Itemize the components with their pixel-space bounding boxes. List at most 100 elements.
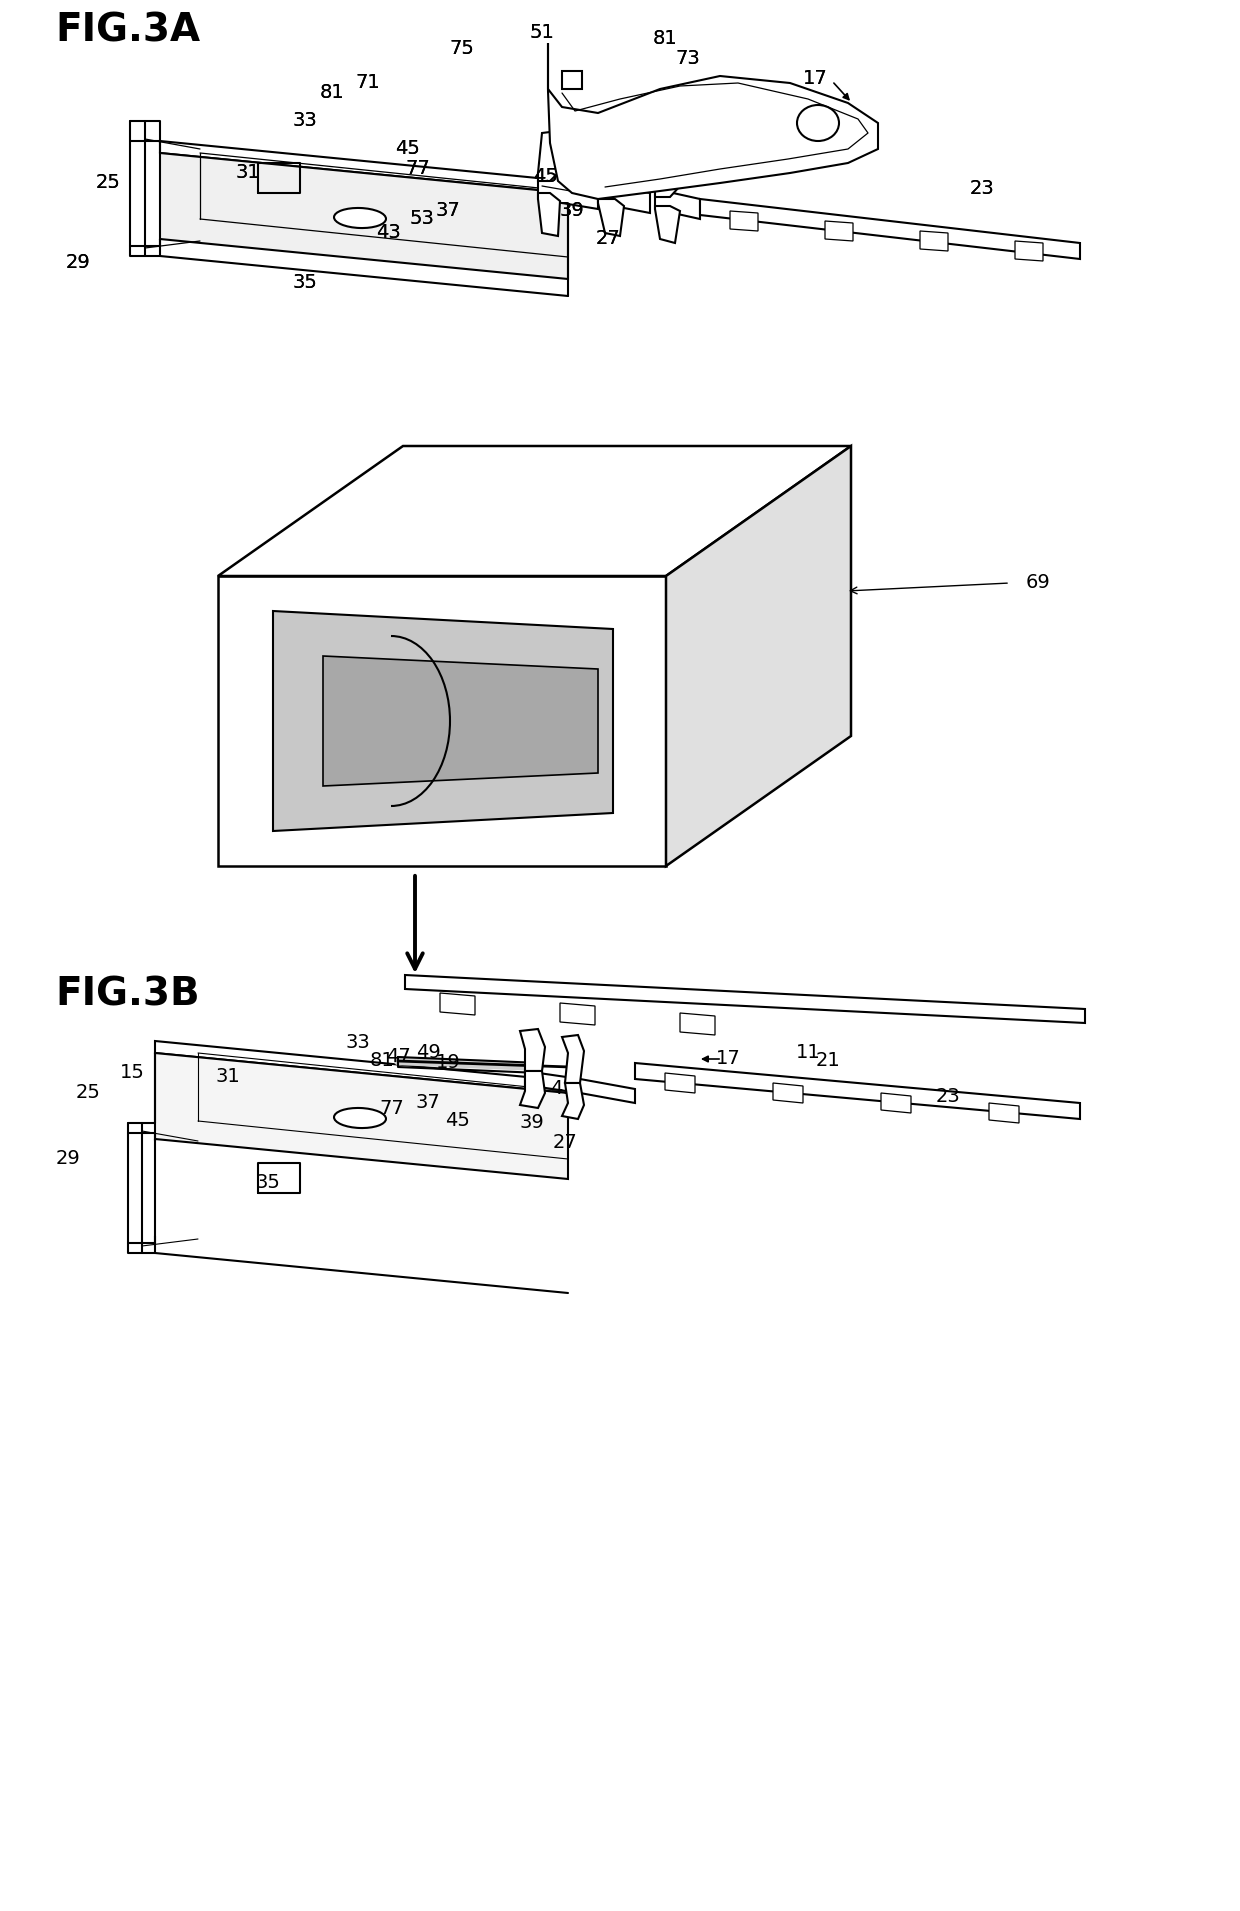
Ellipse shape — [797, 105, 839, 141]
Text: 45: 45 — [396, 140, 420, 159]
Text: 23: 23 — [970, 180, 994, 199]
Polygon shape — [598, 183, 650, 212]
Text: 27: 27 — [553, 1133, 578, 1152]
Text: 43: 43 — [376, 224, 401, 243]
Text: 41: 41 — [593, 159, 618, 178]
Text: 73: 73 — [676, 50, 701, 69]
Polygon shape — [598, 143, 624, 191]
Text: 69: 69 — [1025, 573, 1050, 592]
Text: 25: 25 — [95, 174, 120, 193]
Polygon shape — [440, 994, 475, 1015]
Polygon shape — [730, 210, 758, 231]
Text: 39: 39 — [559, 201, 584, 220]
Text: 21: 21 — [816, 1051, 841, 1070]
Text: 25: 25 — [76, 1084, 100, 1103]
Polygon shape — [635, 1063, 1080, 1120]
Text: 39: 39 — [559, 201, 584, 220]
Text: 77: 77 — [405, 159, 430, 178]
Polygon shape — [548, 44, 878, 199]
Text: 17: 17 — [715, 1049, 740, 1068]
Polygon shape — [405, 975, 1085, 1022]
Text: FIG.3B: FIG.3B — [55, 977, 200, 1015]
Polygon shape — [880, 1093, 911, 1112]
Polygon shape — [160, 153, 568, 279]
Polygon shape — [920, 231, 949, 250]
Text: 47: 47 — [386, 1047, 410, 1066]
Text: 15: 15 — [119, 1064, 144, 1082]
Text: 81: 81 — [320, 84, 345, 103]
Polygon shape — [562, 1036, 584, 1084]
Text: 71: 71 — [356, 73, 381, 92]
Polygon shape — [538, 193, 560, 235]
Text: 25: 25 — [95, 174, 120, 193]
Polygon shape — [160, 141, 568, 193]
Polygon shape — [655, 189, 701, 220]
Text: 75: 75 — [450, 40, 475, 59]
Polygon shape — [520, 1028, 546, 1070]
Text: 29: 29 — [66, 254, 91, 273]
Text: 79: 79 — [703, 94, 728, 113]
Text: 73: 73 — [676, 50, 701, 69]
Text: 75: 75 — [450, 40, 475, 59]
Polygon shape — [825, 222, 853, 241]
Text: 29: 29 — [66, 254, 91, 273]
Polygon shape — [322, 655, 598, 785]
Text: 23: 23 — [970, 180, 994, 199]
Polygon shape — [538, 132, 560, 182]
Text: 53: 53 — [409, 210, 434, 229]
Polygon shape — [562, 71, 582, 90]
Text: 45: 45 — [532, 166, 558, 185]
Text: 45: 45 — [532, 166, 558, 185]
Text: 77: 77 — [405, 159, 430, 178]
Text: 37: 37 — [415, 1093, 440, 1112]
Text: 51: 51 — [529, 23, 554, 42]
Ellipse shape — [334, 1108, 386, 1127]
Text: 31: 31 — [236, 164, 260, 182]
Text: 39: 39 — [520, 1114, 544, 1133]
Text: 29: 29 — [56, 1150, 81, 1168]
Text: 51: 51 — [529, 23, 554, 42]
Polygon shape — [560, 1003, 595, 1024]
Polygon shape — [680, 1013, 715, 1036]
Polygon shape — [665, 1072, 694, 1093]
Polygon shape — [655, 206, 680, 243]
Polygon shape — [655, 151, 680, 197]
Text: 45: 45 — [396, 140, 420, 159]
Polygon shape — [155, 1053, 568, 1179]
Text: 37: 37 — [435, 201, 460, 220]
Text: 81: 81 — [652, 29, 677, 48]
Text: 31: 31 — [216, 1066, 241, 1085]
Text: 71: 71 — [356, 73, 381, 92]
Text: 77: 77 — [379, 1099, 404, 1118]
Text: 19: 19 — [435, 1053, 460, 1072]
Text: 17: 17 — [802, 69, 827, 88]
Polygon shape — [773, 1084, 804, 1103]
Text: 33: 33 — [293, 111, 317, 130]
Text: 27: 27 — [595, 229, 620, 248]
Text: 79: 79 — [703, 94, 728, 113]
Text: 23: 23 — [936, 1087, 960, 1105]
Text: 53: 53 — [409, 210, 434, 229]
Text: 33: 33 — [346, 1034, 371, 1053]
Text: 43: 43 — [376, 224, 401, 243]
Text: 35: 35 — [293, 273, 317, 292]
Polygon shape — [218, 575, 666, 866]
Polygon shape — [666, 445, 851, 866]
Text: 27: 27 — [595, 229, 620, 248]
Polygon shape — [990, 1103, 1019, 1124]
Text: 35: 35 — [293, 273, 317, 292]
Text: 41: 41 — [549, 1080, 574, 1099]
Polygon shape — [218, 445, 851, 575]
Polygon shape — [562, 1084, 584, 1120]
Text: 11: 11 — [796, 1043, 821, 1063]
Text: 49: 49 — [415, 1043, 440, 1063]
Text: 45: 45 — [445, 1112, 470, 1131]
Text: 31: 31 — [236, 164, 260, 182]
Polygon shape — [1016, 241, 1043, 262]
Text: 35: 35 — [255, 1173, 280, 1192]
Text: 17: 17 — [802, 69, 827, 88]
Polygon shape — [273, 612, 613, 831]
Ellipse shape — [334, 208, 386, 227]
Text: 41: 41 — [593, 159, 618, 178]
Text: FIG.3A: FIG.3A — [55, 11, 200, 50]
